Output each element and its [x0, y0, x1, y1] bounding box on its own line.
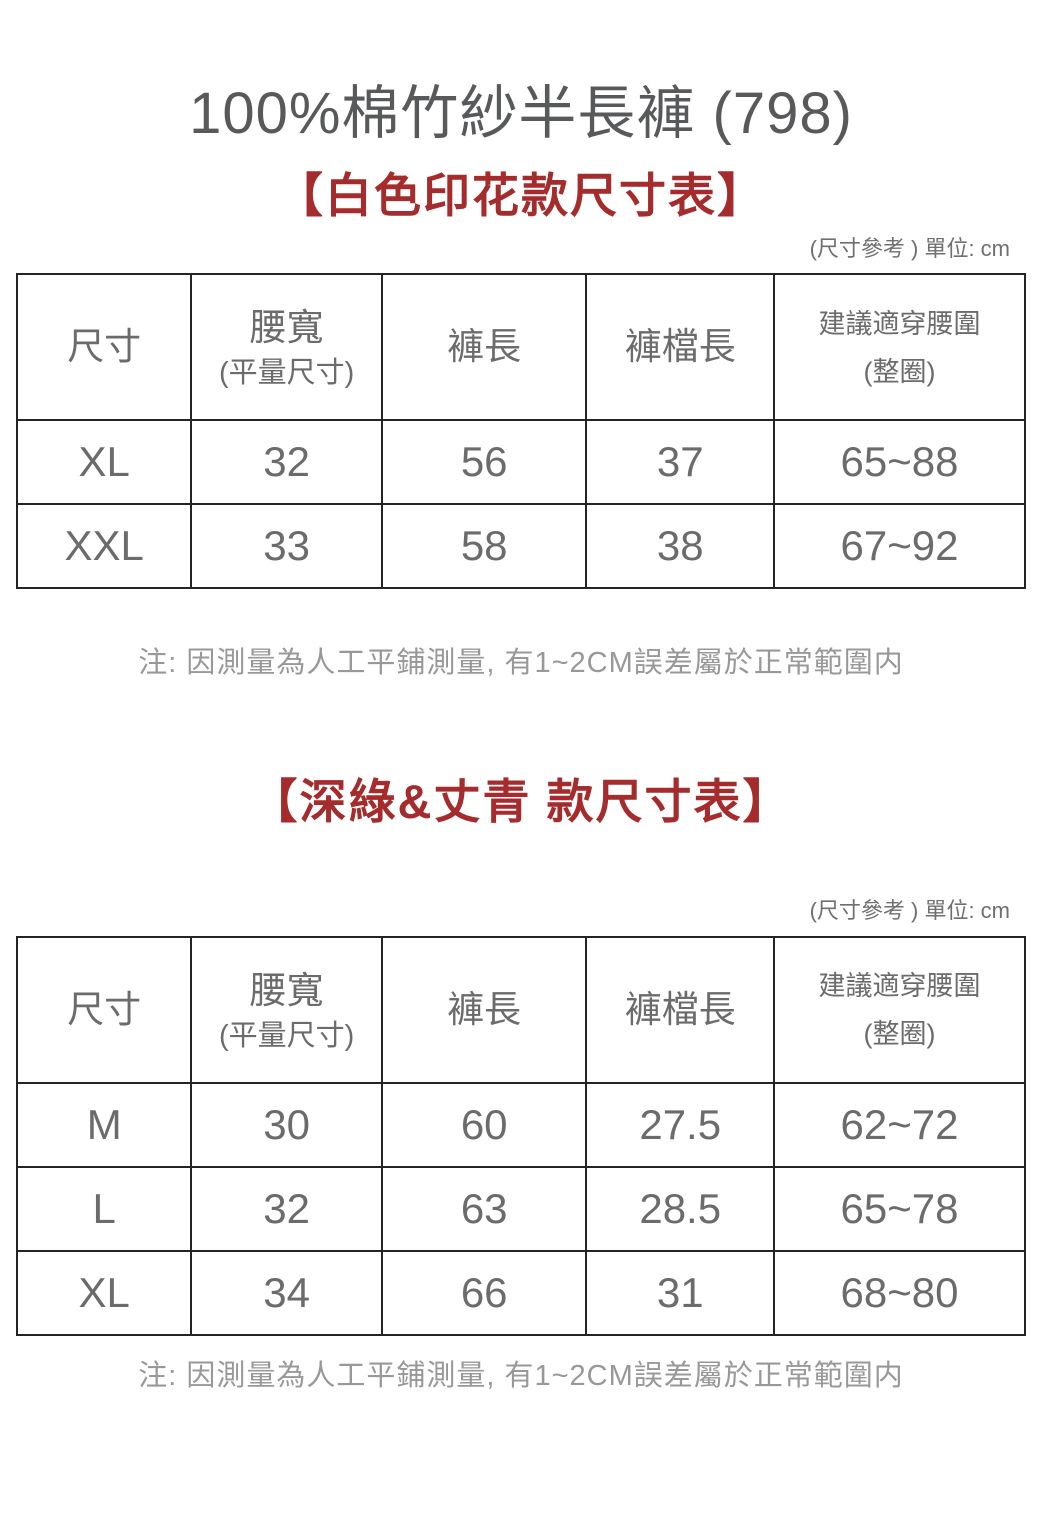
value-cell: 27.5 [585, 1082, 775, 1169]
table-row: XXL 33 58 38 67~92 [15, 503, 1027, 590]
value-cell: 63 [380, 1166, 588, 1253]
column-header: 褲長 [380, 273, 588, 422]
table-row: XL 34 66 31 68~80 [15, 1250, 1027, 1337]
value-cell: 60 [380, 1082, 588, 1169]
size-table-green-navy: 尺寸 腰寬 (平量尺寸) 褲長 褲檔長 建議適穿腰圍 (整圈) M 30 60 27.5 62~72 L… [15, 936, 1027, 1337]
measurement-tolerance-note: 注: 因測量為人工平鋪測量, 有1~2CM誤差屬於正常範圍内 [138, 647, 904, 680]
table-row: L 32 63 28.5 65~78 [15, 1166, 1027, 1253]
unit-note: (尺寸參考 ) 單位: cm [809, 235, 1010, 261]
unit-note: (尺寸參考 ) 單位: cm [809, 898, 1010, 924]
header-row: 尺寸 腰寬 (平量尺寸) 褲長 褲檔長 建議適穿腰圍 (整圈) [15, 936, 1027, 1085]
header-row: 尺寸 腰寬 (平量尺寸) 褲長 褲檔長 建議適穿腰圍 (整圈) [15, 273, 1027, 422]
column-header: 尺寸 [15, 273, 193, 422]
size-cell: M [15, 1082, 193, 1169]
size-cell: XXL [15, 503, 193, 590]
section-heading-white-print: 【白色印花款尺寸表】 [276, 168, 766, 222]
column-header: 腰寬 (平量尺寸) [190, 936, 383, 1085]
value-cell: 56 [380, 419, 588, 506]
size-chart-page: 100%棉竹紗半長褲 (798) 【白色印花款尺寸表】 (尺寸參考 ) 單位: … [0, 78, 1042, 1540]
column-header: 褲檔長 [585, 273, 775, 422]
value-cell: 62~72 [772, 1082, 1027, 1169]
measurement-tolerance-note: 注: 因測量為人工平鋪測量, 有1~2CM誤差屬於正常範圍内 [138, 1360, 904, 1393]
column-header: 尺寸 [15, 936, 193, 1085]
size-cell: XL [15, 419, 193, 506]
table-row: XL 32 56 37 65~88 [15, 419, 1027, 506]
value-cell: 34 [190, 1250, 383, 1337]
value-cell: 38 [585, 503, 775, 590]
size-table-white-print: 尺寸 腰寬 (平量尺寸) 褲長 褲檔長 建議適穿腰圍 (整圈) XL 32 56 37 65~88 XX… [15, 273, 1027, 590]
column-header: 褲檔長 [585, 936, 775, 1085]
column-header: 建議適穿腰圍 (整圈) [772, 936, 1027, 1085]
product-title: 100%棉竹紗半長褲 (798) [189, 81, 853, 146]
column-header: 建議適穿腰圍 (整圈) [772, 273, 1027, 422]
column-header: 褲長 [380, 936, 588, 1085]
value-cell: 32 [190, 419, 383, 506]
value-cell: 28.5 [585, 1166, 775, 1253]
table-row: M 30 60 27.5 62~72 [15, 1082, 1027, 1169]
value-cell: 65~88 [772, 419, 1027, 506]
column-header: 腰寬 (平量尺寸) [190, 273, 383, 422]
value-cell: 37 [585, 419, 775, 506]
value-cell: 65~78 [772, 1166, 1027, 1253]
value-cell: 33 [190, 503, 383, 590]
value-cell: 67~92 [772, 503, 1027, 590]
value-cell: 66 [380, 1250, 588, 1337]
size-cell: L [15, 1166, 193, 1253]
value-cell: 32 [190, 1166, 383, 1253]
value-cell: 58 [380, 503, 588, 590]
value-cell: 30 [190, 1082, 383, 1169]
size-cell: XL [15, 1250, 193, 1337]
section-heading-green-navy: 【深綠&丈青 款尺寸表】 [250, 775, 792, 829]
value-cell: 68~80 [772, 1250, 1027, 1337]
value-cell: 31 [585, 1250, 775, 1337]
